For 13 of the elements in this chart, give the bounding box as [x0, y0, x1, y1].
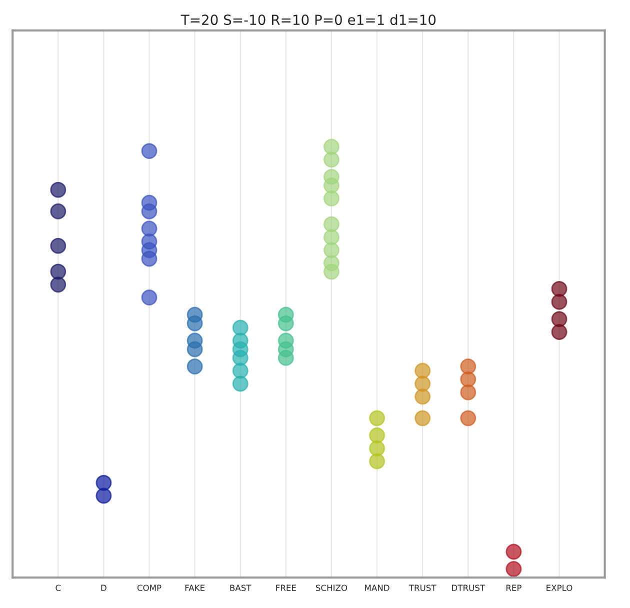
chart-title: T=20 S=-10 R=10 P=0 e1=1 d1=10 — [180, 14, 436, 26]
x-tick-label: COMP — [137, 584, 162, 591]
x-tick-label: DTRUST — [452, 584, 486, 591]
x-tick-label: FAKE — [185, 584, 205, 591]
x-tick-label: BAST — [230, 584, 252, 591]
x-tick-label: MAND — [365, 584, 390, 591]
x-tick-label: SCHIZO — [316, 584, 348, 591]
x-tick-label: FREE — [276, 584, 296, 591]
x-tick-label: TRUST — [408, 584, 436, 591]
x-tick-label: C — [56, 584, 61, 591]
x-tick-label: D — [101, 584, 106, 591]
x-tick-label: EXPLO — [546, 584, 572, 591]
x-tick-label: REP — [506, 584, 522, 591]
